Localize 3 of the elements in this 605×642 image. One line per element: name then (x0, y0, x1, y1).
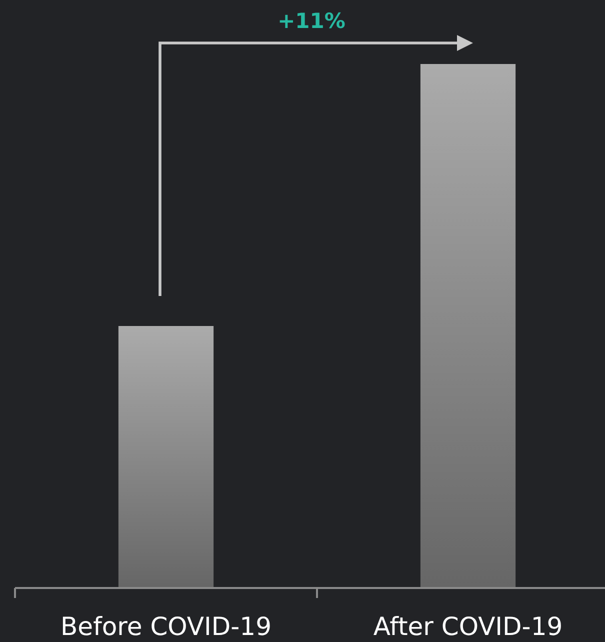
text: +11% (278, 9, 346, 33)
x-tick-label: Before COVID-19 (60, 612, 272, 641)
x-tick-label: After COVID-19 (373, 612, 563, 641)
